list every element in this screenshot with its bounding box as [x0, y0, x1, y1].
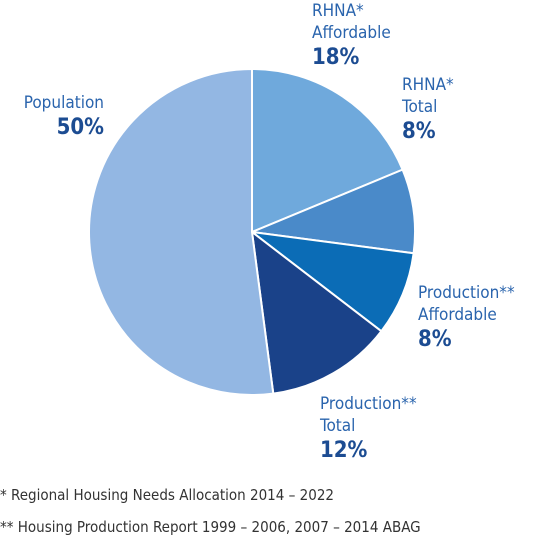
- slice-value: 12%: [320, 438, 368, 463]
- pie-slice: [250, 229, 383, 395]
- slice-name: Production** Affordable: [418, 283, 515, 325]
- slice-name: Production** Total: [320, 394, 417, 436]
- pie-slice: [248, 230, 415, 333]
- slice-label: Population 50%: [0, 92, 104, 142]
- pie-slice: [251, 67, 404, 234]
- pie-slice: [88, 67, 275, 396]
- slice-label: Production** Affordable 8%: [418, 282, 547, 354]
- slice-value: 8%: [418, 327, 452, 352]
- slice-label: RHNA* Total 8%: [402, 74, 482, 146]
- slice-name: Population: [23, 93, 104, 113]
- pie-slice: [248, 168, 416, 255]
- slice-name: RHNA* Total: [402, 75, 454, 117]
- footnote: * Regional Housing Needs Allocation 2014…: [0, 486, 334, 504]
- slice-value: 8%: [402, 119, 436, 144]
- slice-name: RHNA* Affordable: [312, 1, 391, 43]
- slice-value: 18%: [312, 45, 360, 70]
- footnote: ** Housing Production Report 1999 – 2006…: [0, 518, 421, 536]
- slice-label: RHNA* Affordable 18%: [312, 0, 432, 72]
- slice-value: 50%: [56, 115, 104, 140]
- slice-label: Production** Total 12%: [320, 393, 450, 465]
